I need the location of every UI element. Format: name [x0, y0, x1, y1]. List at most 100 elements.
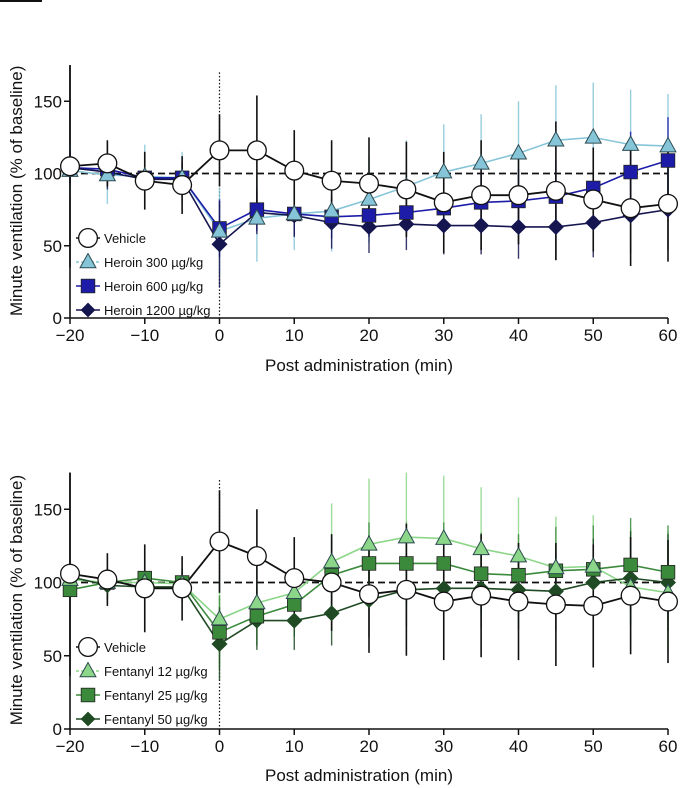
data-point — [473, 566, 489, 581]
legend-label: Fentanyl 50 µg/kg — [104, 712, 208, 727]
data-point — [508, 185, 529, 206]
data-point — [396, 179, 417, 200]
data-point — [321, 170, 342, 191]
data-point — [285, 204, 304, 221]
data-point — [284, 568, 305, 589]
data-point — [585, 214, 602, 231]
y-tick-label: 50 — [43, 647, 62, 666]
data-point — [360, 218, 378, 235]
data-point — [509, 143, 528, 160]
legend-label: Heroin 300 µg/kg — [104, 255, 203, 270]
data-point — [249, 608, 265, 624]
y-axis-title: Minute ventilation (% of baseline) — [7, 66, 26, 316]
data-points — [59, 527, 679, 653]
data-point — [323, 605, 340, 622]
data-point — [435, 217, 452, 234]
data-point — [399, 556, 414, 571]
legend-marker — [80, 278, 96, 294]
x-axis-title: Post administration (min) — [265, 356, 453, 375]
x-tick-label: −10 — [130, 326, 159, 345]
data-point — [322, 552, 341, 569]
data-point — [472, 153, 490, 170]
data-point — [210, 609, 229, 626]
y-tick-label: 150 — [34, 500, 62, 519]
fentanyl-chart: 0 50 100 150 −20 −10 0 10 20 30 40 50 60 Post adminis… — [7, 472, 679, 785]
data-point — [360, 534, 378, 551]
data-point — [361, 208, 377, 223]
legend: Vehicle Fentanyl 12 µg/kg Fentanyl 25 µg/k… — [76, 636, 208, 727]
data-point — [657, 591, 679, 612]
y-tick-label: 0 — [53, 309, 62, 328]
data-point — [660, 565, 676, 580]
data-point — [248, 593, 266, 610]
heroin-chart: 0 50 100 150 −20 −10 0 10 20 30 40 50 60 Post adminis… — [7, 65, 679, 375]
data-point — [545, 180, 566, 201]
cropped-panel-label-fragment — [0, 0, 42, 2]
legend-marker — [79, 252, 97, 269]
data-point — [358, 584, 380, 605]
legend-label: Fentanyl 12 µg/kg — [104, 664, 208, 679]
x-tick-label: 20 — [360, 737, 379, 756]
data-point — [246, 140, 267, 161]
data-point — [98, 165, 117, 182]
error-bars — [69, 472, 669, 681]
y-tick-label: 150 — [34, 92, 62, 111]
x-tick-label: 50 — [584, 737, 603, 756]
x-tick-label: −20 — [56, 737, 85, 756]
data-point — [434, 528, 453, 545]
data-point — [212, 625, 227, 640]
x-tick-label: −20 — [56, 326, 85, 345]
legend-marker — [77, 227, 99, 249]
x-tick-label: 0 — [215, 737, 224, 756]
data-point — [210, 221, 229, 238]
x-tick-label: 40 — [509, 326, 528, 345]
legend-marker — [80, 687, 96, 703]
y-tick-label: 100 — [34, 165, 62, 184]
data-point — [284, 160, 305, 181]
x-tick-label: 30 — [434, 326, 453, 345]
x-tick-label: 10 — [285, 737, 304, 756]
data-point — [97, 153, 118, 174]
data-point — [321, 572, 342, 593]
data-point — [623, 164, 638, 180]
data-point — [657, 193, 679, 214]
data-point — [287, 597, 302, 612]
data-point — [511, 567, 526, 583]
data-point — [172, 578, 193, 599]
data-point — [472, 539, 490, 556]
legend-label: Heroin 1200 µg/kg — [104, 303, 211, 318]
data-point — [471, 185, 492, 206]
data-point — [399, 205, 414, 220]
data-point — [209, 140, 230, 161]
data-point — [584, 127, 603, 144]
data-point — [547, 130, 565, 147]
data-point — [585, 574, 602, 591]
data-point — [397, 527, 416, 544]
data-point — [434, 162, 453, 179]
data-point — [547, 558, 565, 575]
legend-marker — [77, 636, 99, 658]
data-point — [396, 579, 417, 600]
legend-label: Heroin 600 µg/kg — [104, 279, 203, 294]
x-tick-label: 20 — [360, 326, 379, 345]
data-point — [621, 135, 640, 151]
x-tick-label: 60 — [659, 326, 678, 345]
data-point — [286, 612, 303, 629]
data-point — [545, 594, 566, 615]
x-tick-label: 0 — [215, 326, 224, 345]
x-tick-label: 30 — [434, 737, 453, 756]
data-point — [209, 531, 230, 552]
data-point — [285, 583, 304, 600]
legend-marker — [79, 661, 97, 678]
data-point — [59, 156, 81, 177]
data-point — [59, 563, 81, 584]
data-point — [583, 595, 604, 616]
data-point — [322, 201, 341, 218]
legend: Vehicle Heroin 300 µg/kg Heroin 600 µg/kg H… — [76, 227, 211, 318]
data-points — [59, 127, 679, 253]
y-tick-label: 50 — [43, 237, 62, 256]
data-point — [248, 208, 266, 225]
data-point — [547, 218, 564, 235]
data-point — [360, 189, 378, 206]
data-point — [584, 556, 603, 573]
